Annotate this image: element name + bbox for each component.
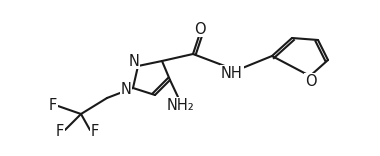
Text: F: F xyxy=(91,124,99,139)
Text: F: F xyxy=(49,98,57,114)
Text: O: O xyxy=(194,22,206,37)
Text: F: F xyxy=(56,124,64,139)
Text: NH: NH xyxy=(221,66,243,80)
Text: NH₂: NH₂ xyxy=(166,98,194,112)
Text: O: O xyxy=(305,73,317,88)
Text: N: N xyxy=(128,54,139,68)
Text: N: N xyxy=(120,81,131,97)
